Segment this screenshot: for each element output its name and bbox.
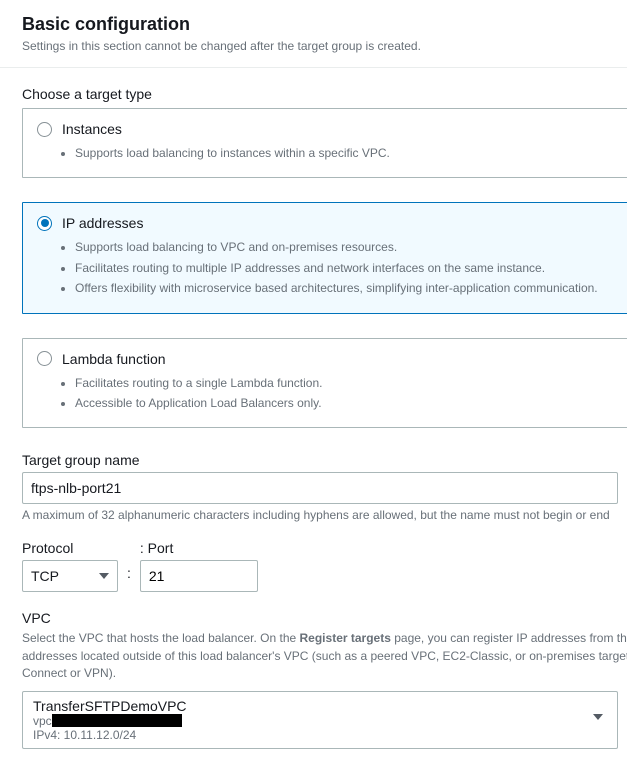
vpc-id: vpc: [33, 714, 607, 728]
target-group-name-input[interactable]: [22, 472, 618, 504]
target-type-lambda[interactable]: Lambda function Facilitates routing to a…: [22, 338, 627, 429]
redacted-block: [52, 714, 182, 727]
protocol-port-row: Protocol TCP : : Port: [22, 540, 627, 592]
protocol-label: Protocol: [22, 540, 118, 556]
vpc-label: VPC: [22, 610, 627, 626]
option-title: IP addresses: [62, 215, 143, 231]
vpc-select[interactable]: TransferSFTPDemoVPC vpc IPv4: 10.11.12.0…: [22, 691, 618, 749]
radio-icon: [37, 351, 52, 366]
target-type-label: Choose a target type: [22, 86, 627, 102]
option-bullet: Facilitates routing to multiple IP addre…: [75, 258, 627, 278]
option-title: Instances: [62, 121, 122, 137]
option-bullet: Accessible to Application Load Balancers…: [75, 393, 627, 413]
target-group-name-hint: A maximum of 32 alphanumeric characters …: [22, 508, 627, 522]
target-type-instances[interactable]: Instances Supports load balancing to ins…: [22, 108, 627, 178]
vpc-cidr: IPv4: 10.11.12.0/24: [33, 728, 607, 742]
config-body: Choose a target type Instances Supports …: [0, 68, 627, 767]
target-group-name-label: Target group name: [22, 452, 627, 468]
radio-icon: [37, 216, 52, 231]
port-label: : Port: [140, 540, 258, 556]
vpc-section: VPC Select the VPC that hosts the load b…: [22, 610, 627, 748]
option-bullet: Supports load balancing to instances wit…: [75, 143, 627, 163]
option-bullet: Offers flexibility with microservice bas…: [75, 278, 627, 298]
option-title: Lambda function: [62, 351, 166, 367]
port-input[interactable]: [140, 560, 258, 592]
target-type-ip-addresses[interactable]: IP addresses Supports load balancing to …: [22, 202, 627, 313]
page-title: Basic configuration: [22, 14, 609, 35]
chevron-down-icon: [593, 714, 603, 720]
vpc-name: TransferSFTPDemoVPC: [33, 698, 607, 714]
page-subtitle: Settings in this section cannot be chang…: [22, 39, 609, 53]
protocol-value: TCP: [31, 568, 59, 584]
chevron-down-icon: [99, 573, 109, 579]
protocol-select[interactable]: TCP: [22, 560, 118, 592]
config-header: Basic configuration Settings in this sec…: [0, 0, 627, 68]
vpc-description: Select the VPC that hosts the load balan…: [22, 630, 627, 682]
radio-icon: [37, 122, 52, 137]
colon-separator: :: [124, 565, 134, 587]
option-bullet: Facilitates routing to a single Lambda f…: [75, 373, 627, 393]
option-bullet: Supports load balancing to VPC and on-pr…: [75, 237, 627, 257]
